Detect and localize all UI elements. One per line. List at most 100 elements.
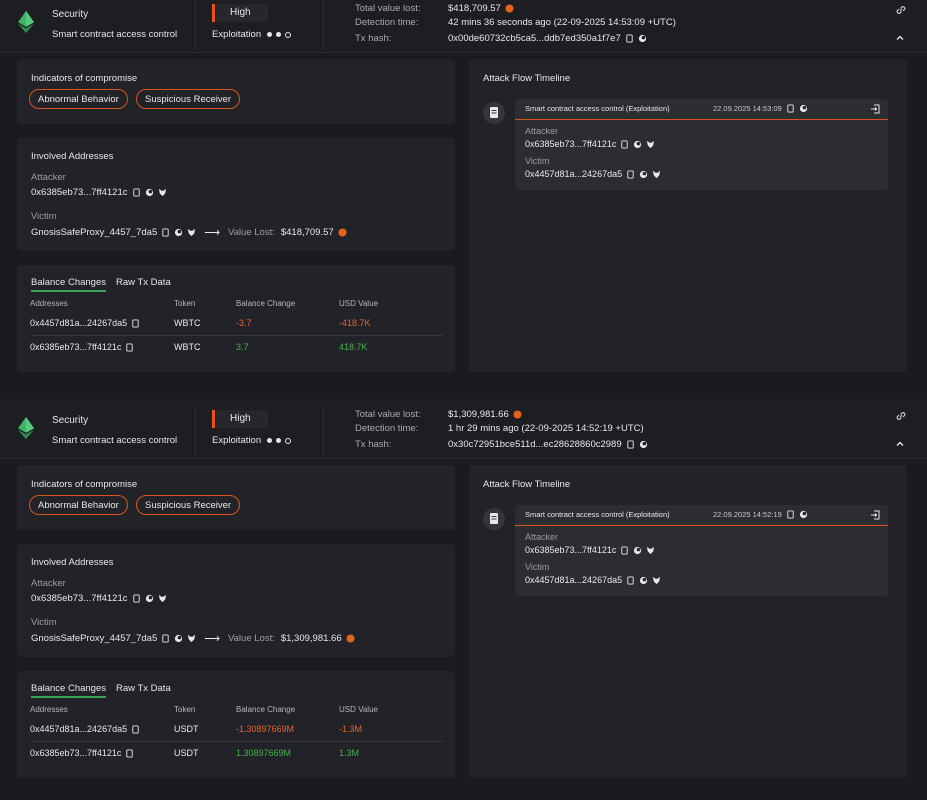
victim-address-value[interactable]: GnosisSafeProxy_4457_7da5 — [31, 227, 158, 238]
col-usd-value: USD Value — [339, 705, 378, 714]
copy-icon[interactable] — [626, 575, 635, 585]
row-balance-change: -1.30897669M — [236, 724, 295, 734]
open-icon[interactable] — [870, 104, 880, 114]
attacker-address-value[interactable]: 0x6385eb73...7ff4121c — [31, 593, 128, 604]
row-address-value[interactable]: 0x4457d81a...24267da5 — [30, 724, 128, 734]
timeline-attacker-label: Attacker — [525, 126, 559, 136]
victim-label: Victim — [31, 211, 57, 222]
explorer-icon[interactable] — [633, 140, 642, 149]
stage-label: Exploitation — [212, 29, 262, 40]
incident-header[interactable]: Security Smart contract access control H… — [0, 398, 927, 459]
explorer-icon[interactable] — [799, 510, 808, 519]
tab-balance-changes[interactable]: Balance Changes — [31, 277, 106, 292]
timeline-attacker-value[interactable]: 0x6385eb73...7ff4121c — [525, 139, 617, 149]
tx-hash: 0x30c72951bce511d...ec28628860c2989 — [448, 439, 648, 450]
ioc-tag-abnormal[interactable]: Abnormal Behavior — [29, 89, 128, 109]
total-value-lost-amount: $418,709.57 — [448, 3, 501, 14]
ioc-tag-suspicious-receiver[interactable]: Suspicious Receiver — [136, 89, 241, 109]
copy-icon[interactable] — [161, 228, 170, 237]
link-icon[interactable] — [895, 410, 907, 422]
timeline-event[interactable]: Smart contract access control (Exploitat… — [515, 505, 888, 596]
copy-icon[interactable] — [125, 342, 134, 352]
divider — [323, 406, 324, 456]
col-token: Token — [174, 299, 196, 308]
fox-icon[interactable] — [646, 140, 655, 149]
timeline-victim-value[interactable]: 0x4457d81a...24267da5 — [525, 575, 623, 585]
explorer-icon[interactable] — [799, 104, 808, 113]
ioc-title: Indicators of compromise — [31, 479, 138, 490]
fox-icon[interactable] — [652, 170, 661, 179]
ioc-card: Indicators of compromise Abnormal Behavi… — [17, 465, 455, 530]
copy-icon[interactable] — [786, 104, 795, 113]
balance-changes-card: Balance Changes Raw Tx Data Addresses To… — [17, 265, 455, 372]
row-divider — [31, 741, 443, 742]
col-token: Token — [174, 705, 196, 714]
copy-icon[interactable] — [132, 188, 141, 197]
total-value-lost-amount: $1,309,981.66 — [448, 409, 509, 420]
explorer-icon[interactable] — [639, 170, 648, 179]
value-lost-amount: $418,709.57 — [280, 227, 334, 238]
detection-time: 42 mins 36 seconds ago (22-09-2025 14:53… — [448, 17, 676, 28]
row-address-value[interactable]: 0x6385eb73...7ff4121c — [30, 748, 122, 758]
victim-address-value[interactable]: GnosisSafeProxy_4457_7da5 — [31, 633, 158, 644]
copy-icon[interactable] — [620, 139, 629, 149]
chevron-up-icon[interactable] — [895, 439, 905, 449]
timeline-node — [483, 508, 505, 530]
chevron-up-icon[interactable] — [895, 33, 905, 43]
explorer-icon[interactable] — [639, 576, 648, 585]
attack-flow-timeline: Attack Flow Timeline Smart contract acce… — [469, 59, 907, 372]
copy-icon[interactable] — [131, 318, 140, 328]
copy-icon[interactable] — [161, 634, 170, 643]
fox-icon[interactable] — [158, 594, 167, 603]
attacker-address-value[interactable]: 0x6385eb73...7ff4121c — [31, 187, 128, 198]
row-balance-change: 1.30897669M — [236, 748, 292, 758]
explorer-icon[interactable] — [174, 634, 183, 643]
copy-icon[interactable] — [125, 748, 134, 758]
fox-icon[interactable] — [652, 576, 661, 585]
link-icon[interactable] — [895, 4, 907, 16]
row-address-value[interactable]: 0x6385eb73...7ff4121c — [30, 342, 122, 352]
tab-balance-changes[interactable]: Balance Changes — [31, 683, 106, 698]
copy-icon[interactable] — [626, 169, 635, 179]
fox-icon[interactable] — [646, 546, 655, 555]
timeline-event-title: Smart contract access control (Exploitat… — [525, 104, 670, 113]
copy-icon[interactable] — [626, 440, 635, 449]
ioc-tag-abnormal[interactable]: Abnormal Behavior — [29, 495, 128, 515]
row-address-value[interactable]: 0x4457d81a...24267da5 — [30, 318, 128, 328]
arrow-right-icon: ⟶ — [204, 227, 221, 239]
tab-raw-tx-data[interactable]: Raw Tx Data — [116, 277, 171, 288]
copy-icon[interactable] — [132, 594, 141, 603]
fox-icon[interactable] — [187, 634, 196, 643]
explorer-icon[interactable] — [145, 188, 154, 197]
involved-title: Involved Addresses — [31, 151, 114, 162]
open-icon[interactable] — [870, 510, 880, 520]
timeline-victim-value[interactable]: 0x4457d81a...24267da5 — [525, 169, 623, 179]
detection-time-label: Detection time: — [355, 17, 419, 28]
timeline-attacker: 0x6385eb73...7ff4121c — [525, 545, 655, 555]
copy-icon[interactable] — [620, 545, 629, 555]
fox-icon[interactable] — [187, 228, 196, 237]
row-usd-value: 1.3M — [339, 748, 360, 758]
explorer-icon[interactable] — [174, 228, 183, 237]
stage-dots — [267, 31, 292, 38]
tab-raw-tx-data[interactable]: Raw Tx Data — [116, 683, 171, 694]
copy-icon[interactable] — [786, 510, 795, 519]
col-addresses: Addresses — [30, 299, 68, 308]
timeline-event[interactable]: Smart contract access control (Exploitat… — [515, 99, 888, 190]
explorer-icon[interactable] — [639, 440, 648, 449]
explorer-icon[interactable] — [638, 34, 647, 43]
timeline-victim: 0x4457d81a...24267da5 — [525, 575, 661, 585]
total-value-lost: $1,309,981.66 — [448, 409, 522, 420]
timeline-node — [483, 102, 505, 124]
timeline-attacker-value[interactable]: 0x6385eb73...7ff4121c — [525, 545, 617, 555]
incident-header[interactable]: Security Smart contract access control H… — [0, 0, 927, 53]
explorer-icon[interactable] — [145, 594, 154, 603]
explorer-icon[interactable] — [633, 546, 642, 555]
copy-icon[interactable] — [131, 724, 140, 734]
copy-icon[interactable] — [625, 34, 634, 43]
bitcoin-icon — [513, 410, 522, 419]
ioc-tag-suspicious-receiver[interactable]: Suspicious Receiver — [136, 495, 241, 515]
incident-category: Security — [52, 415, 89, 426]
fox-icon[interactable] — [158, 188, 167, 197]
timeline-victim-label: Victim — [525, 562, 550, 572]
